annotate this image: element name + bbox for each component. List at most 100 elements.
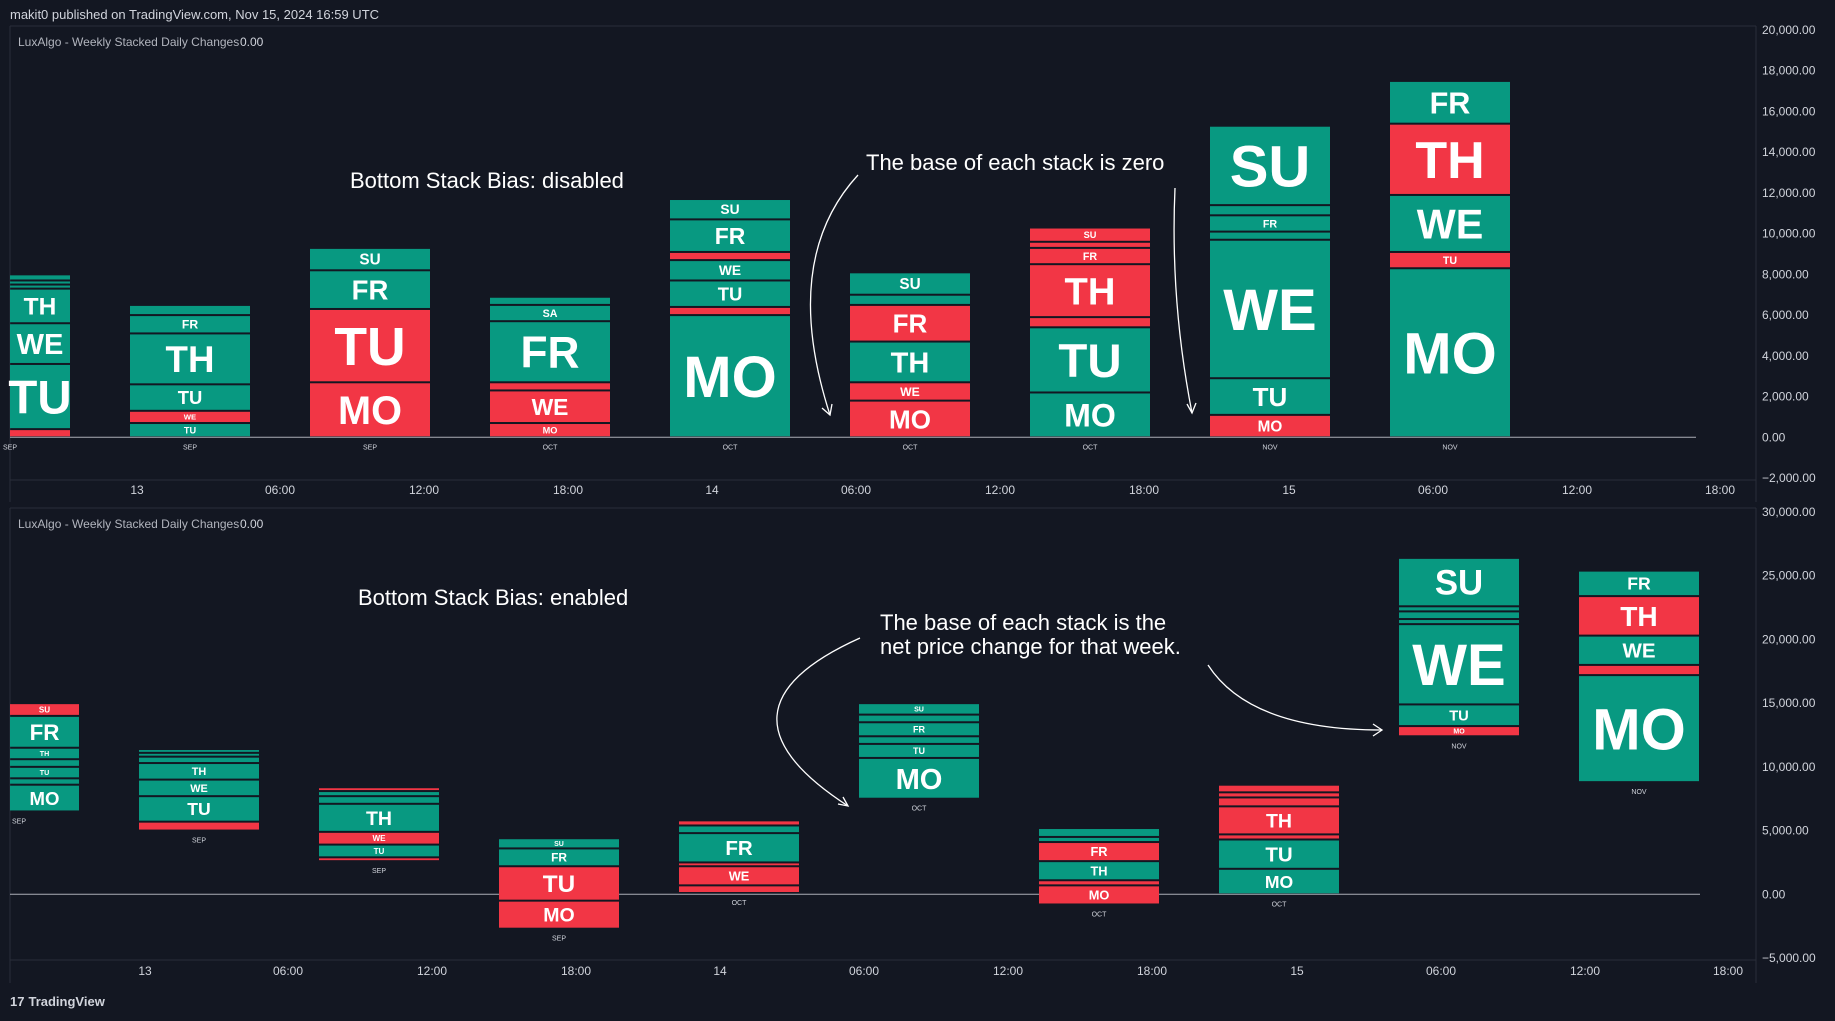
x-tick-label: 12:00	[1570, 964, 1600, 978]
stack-segment-tu	[1219, 840, 1339, 868]
indicator-value: 0.00	[240, 35, 264, 49]
segment-day-label: MO	[543, 425, 558, 435]
stack-segment	[319, 797, 439, 803]
stack-segment	[1219, 793, 1339, 797]
stack-month-label: SEP	[12, 818, 26, 825]
x-tick-label: 06:00	[1426, 964, 1456, 978]
stack-month-label: NOV	[1451, 743, 1467, 750]
stack-week-9: MO TU WE SU NOV	[1399, 558, 1519, 750]
y-tick-label: 10,000.00	[1762, 760, 1816, 774]
segment-day-label: SU	[554, 841, 564, 848]
stack-segment-we	[139, 780, 259, 796]
stack-segment-tu	[499, 867, 619, 900]
stack-segment	[1219, 835, 1339, 839]
stack-segment	[1210, 206, 1330, 215]
stack-segment-mo	[859, 758, 979, 798]
stack-segment-th	[1219, 807, 1339, 834]
stack-segment-fr	[1039, 843, 1159, 861]
stack-segment	[679, 821, 799, 825]
segment-day-label: WE	[190, 783, 208, 795]
segment-day-label: FR	[893, 309, 928, 339]
x-tick-label: 13	[130, 483, 144, 497]
x-tick-label: 06:00	[1418, 483, 1448, 497]
y-tick-label: 8,000.00	[1762, 267, 1809, 281]
stack-segment-we	[670, 261, 790, 280]
stack-segment-fr	[670, 220, 790, 251]
stack-month-label: NOV	[1442, 444, 1458, 451]
stack-segment-th	[139, 764, 259, 779]
x-tick-label: 13	[138, 964, 152, 978]
x-tick-label: 18:00	[1129, 483, 1159, 497]
annotation-base-zero: The base of each stack is zero	[866, 150, 1164, 175]
stack-segment-fr	[310, 271, 430, 308]
stack-segment	[10, 281, 70, 284]
stack-segment-mo	[139, 822, 259, 830]
stack-segment-mo	[310, 383, 430, 437]
stack-week-5: MO TU WE FR SU OCT	[670, 200, 790, 451]
stack-week-8: MO TU TH OCT	[1219, 785, 1339, 908]
stack-segment	[130, 305, 250, 315]
stack-segment	[679, 826, 799, 833]
x-tick-label: 14	[705, 483, 719, 497]
stack-segment-th	[1390, 124, 1510, 194]
segment-day-label: TU	[178, 387, 203, 408]
annotation-arrow-right	[1207, 664, 1383, 731]
stack-month-label: OCT	[912, 806, 928, 813]
stack-segment-mo	[10, 430, 70, 437]
indicator-name: LuxAlgo - Weekly Stacked Daily Changes	[18, 517, 239, 531]
stack-segment-tu	[319, 845, 439, 857]
stack-segment-we	[130, 411, 250, 423]
segment-day-label: SU	[1230, 134, 1311, 199]
stack-segment-we	[10, 760, 79, 766]
stack-month-label: OCT	[1092, 911, 1108, 918]
stack-segment-we	[490, 391, 610, 423]
stack-segment-mo	[10, 785, 79, 811]
footer: 17 TradingView	[0, 986, 1835, 1021]
stack-segment-mo	[499, 901, 619, 928]
annotation-arrowhead-left	[821, 403, 833, 417]
x-tick-label: 15	[1282, 483, 1296, 497]
segment-day-label: SU	[914, 705, 924, 713]
y-tick-label: −2,000.00	[1762, 471, 1816, 485]
stack-segment	[490, 297, 610, 304]
stack-segment-su	[850, 273, 970, 294]
y-tick-label: 18,000.00	[1762, 64, 1816, 78]
stack-segment-we	[1399, 625, 1519, 704]
x-tick-label: 18:00	[561, 964, 591, 978]
stack-segment-fr	[490, 322, 610, 382]
annotation-arrowhead-left	[837, 796, 850, 807]
stack-segment-we	[1210, 240, 1330, 378]
x-tick-label: 06:00	[841, 483, 871, 497]
stack-segment	[1399, 612, 1519, 619]
stack-segment	[1399, 620, 1519, 624]
tradingview-logo[interactable]: 17 TradingView	[10, 994, 105, 1009]
stack-segment-mo	[1030, 393, 1150, 437]
segment-day-label: TU	[374, 847, 385, 856]
stack-week-1: TU WE TH SEP	[3, 275, 72, 451]
segment-day-label: WE	[729, 868, 750, 883]
indicator-value: 0.00	[240, 517, 264, 531]
segment-day-label: TU	[1253, 382, 1288, 412]
stack-segment-tu	[1030, 328, 1150, 392]
y-tick-label: 25,000.00	[1762, 569, 1816, 583]
stack-segment-th	[1579, 597, 1699, 635]
stack-segment-su	[499, 839, 619, 848]
segment-day-label: TU	[1449, 709, 1469, 725]
segment-day-label: SA	[543, 308, 558, 320]
stack-month-label: NOV	[1262, 444, 1278, 451]
segment-day-label: MO	[1064, 397, 1116, 433]
stack-segment	[679, 863, 799, 866]
stack-segment-fr	[1030, 248, 1150, 264]
x-tick-label: 12:00	[1562, 483, 1592, 497]
y-tick-label: 0.00	[1762, 887, 1786, 901]
x-tick-label: 15	[1290, 964, 1304, 978]
stack-segment-we	[10, 324, 70, 363]
stack-segment-su	[1399, 558, 1519, 606]
stack-month-label: OCT	[732, 900, 748, 907]
segment-day-label: FR	[1083, 251, 1098, 263]
annotation-arrow-left	[776, 637, 861, 807]
segment-day-label: WE	[17, 329, 64, 361]
y-tick-label: 14,000.00	[1762, 145, 1816, 159]
stack-segment-su	[10, 704, 79, 715]
stack-segment-tu	[670, 281, 790, 306]
